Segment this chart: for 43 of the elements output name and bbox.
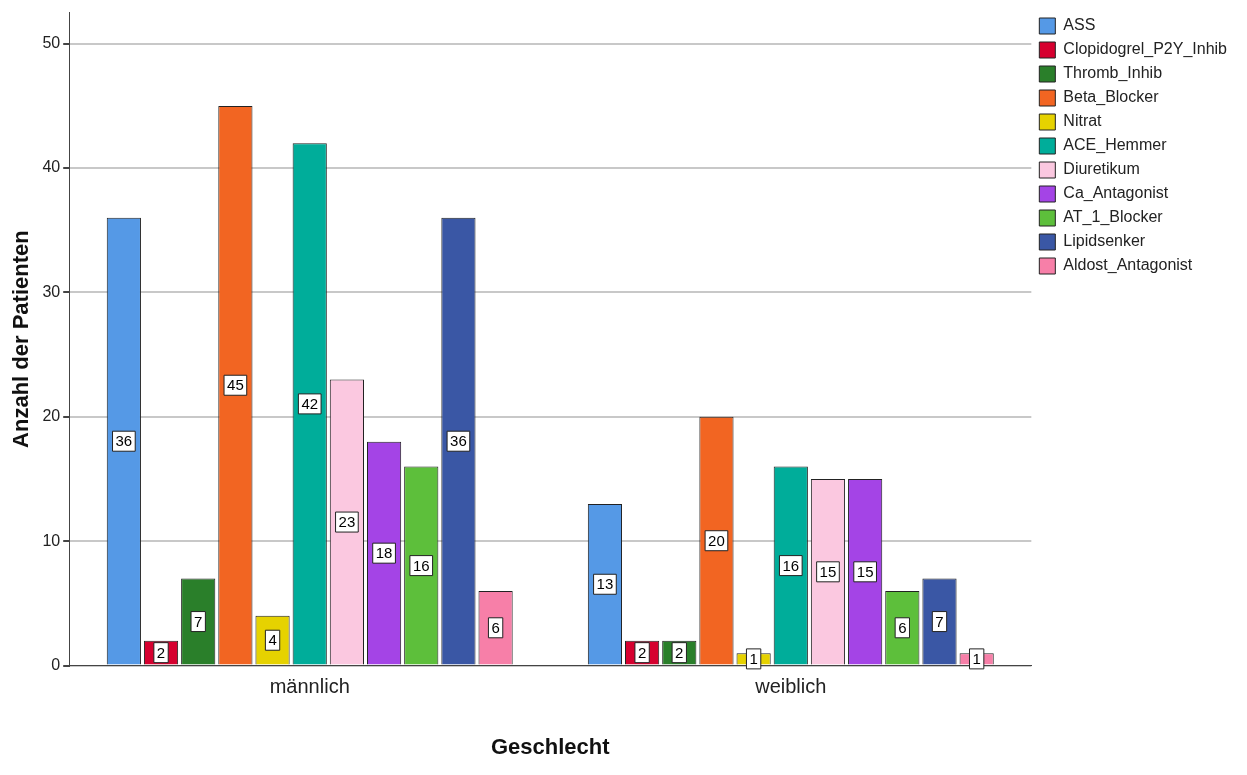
legend-label: Ca_Antagonist bbox=[1063, 184, 1169, 203]
data-label: 16 bbox=[412, 556, 430, 574]
data-label: 15 bbox=[819, 562, 837, 580]
y-tick-label: 30 bbox=[42, 282, 61, 300]
data-label: 13 bbox=[596, 575, 614, 593]
y-tick-label: 20 bbox=[42, 407, 61, 425]
y-tick-label: 50 bbox=[42, 34, 61, 52]
legend-label: Diuretikum bbox=[1063, 160, 1140, 178]
legend-label: Nitrat bbox=[1063, 112, 1103, 130]
data-label: 6 bbox=[491, 618, 500, 636]
legend-label: Clopidogrel_P2Y_Inhib bbox=[1063, 40, 1228, 59]
y-tick-label: 0 bbox=[51, 656, 61, 674]
data-label: 2 bbox=[156, 643, 166, 661]
data-label: 2 bbox=[637, 643, 647, 661]
data-label: 4 bbox=[268, 631, 277, 649]
legend-label: Lipidsenker bbox=[1063, 232, 1146, 250]
data-label: 6 bbox=[898, 618, 907, 636]
data-label: 7 bbox=[935, 612, 944, 630]
legend-label: Thromb_Inhib bbox=[1063, 64, 1163, 83]
data-label: 1 bbox=[749, 650, 758, 668]
data-label: 20 bbox=[708, 531, 725, 549]
data-label: 7 bbox=[194, 612, 203, 630]
legend-label: ACE_Hemmer bbox=[1063, 136, 1168, 155]
legend-label: Aldost_Antagonist bbox=[1063, 256, 1193, 275]
data-label: 45 bbox=[227, 376, 244, 394]
data-label: 18 bbox=[375, 544, 393, 562]
legend-label: ASS bbox=[1063, 16, 1096, 34]
legend-label: Beta_Blocker bbox=[1063, 88, 1160, 107]
y-tick-label: 10 bbox=[42, 531, 61, 549]
data-label: 23 bbox=[338, 513, 356, 531]
data-label: 36 bbox=[450, 432, 467, 450]
data-label: 42 bbox=[301, 395, 319, 413]
data-label: 16 bbox=[782, 556, 800, 574]
data-label: 2 bbox=[675, 643, 684, 661]
x-axis-title: Geschlecht bbox=[490, 733, 611, 759]
x-tick-label: weiblich bbox=[754, 675, 827, 698]
legend-label: AT_1_Blocker bbox=[1063, 208, 1164, 227]
y-axis-title: Anzahl der Patienten bbox=[8, 230, 34, 448]
y-tick-label: 40 bbox=[42, 158, 61, 176]
data-label: 1 bbox=[972, 650, 981, 668]
data-label: 15 bbox=[856, 562, 874, 580]
x-tick-label: männlich bbox=[269, 675, 350, 698]
data-label: 36 bbox=[115, 432, 133, 450]
